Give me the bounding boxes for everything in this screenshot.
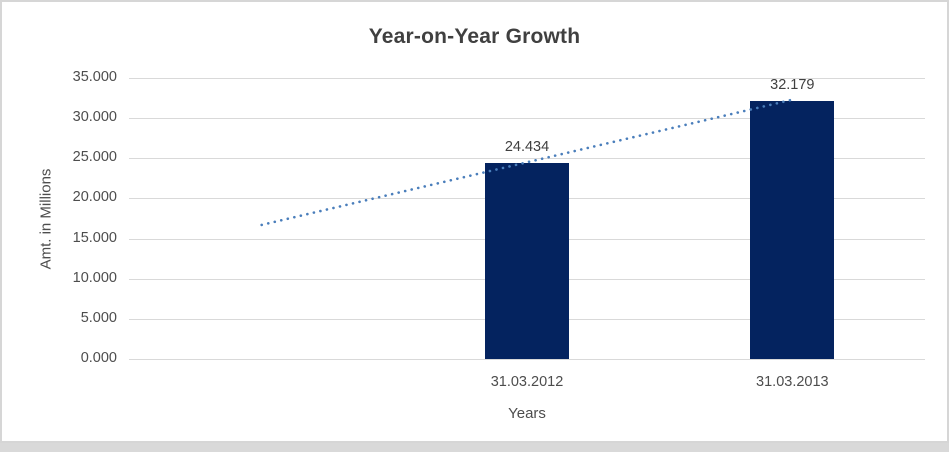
y-tick-label: 35.000 bbox=[72, 69, 117, 85]
y-tick-label: 20.000 bbox=[72, 189, 117, 206]
y-tick-label: 5.000 bbox=[80, 309, 117, 326]
y-axis-title: Amt. in Millions bbox=[37, 168, 55, 269]
bar bbox=[485, 162, 569, 359]
gridline bbox=[129, 359, 925, 360]
x-category-label: 31.03.2013 bbox=[756, 374, 829, 390]
bar-data-label: 32.179 bbox=[770, 76, 815, 93]
y-tick-label: 25.000 bbox=[72, 149, 117, 166]
y-tick-label: 10.000 bbox=[72, 269, 117, 286]
gridline bbox=[129, 78, 925, 79]
y-tick-label: 30.000 bbox=[72, 109, 117, 126]
y-tick-label: 0.000 bbox=[80, 350, 117, 366]
chart-title: Year-on-Year Growth bbox=[368, 25, 581, 48]
x-axis-title: Years bbox=[508, 405, 546, 422]
bar-data-label: 24.434 bbox=[504, 138, 550, 155]
bar bbox=[750, 100, 835, 359]
y-tick-label: 15.000 bbox=[72, 229, 117, 246]
x-category-label: 31.03.2012 bbox=[490, 374, 564, 390]
